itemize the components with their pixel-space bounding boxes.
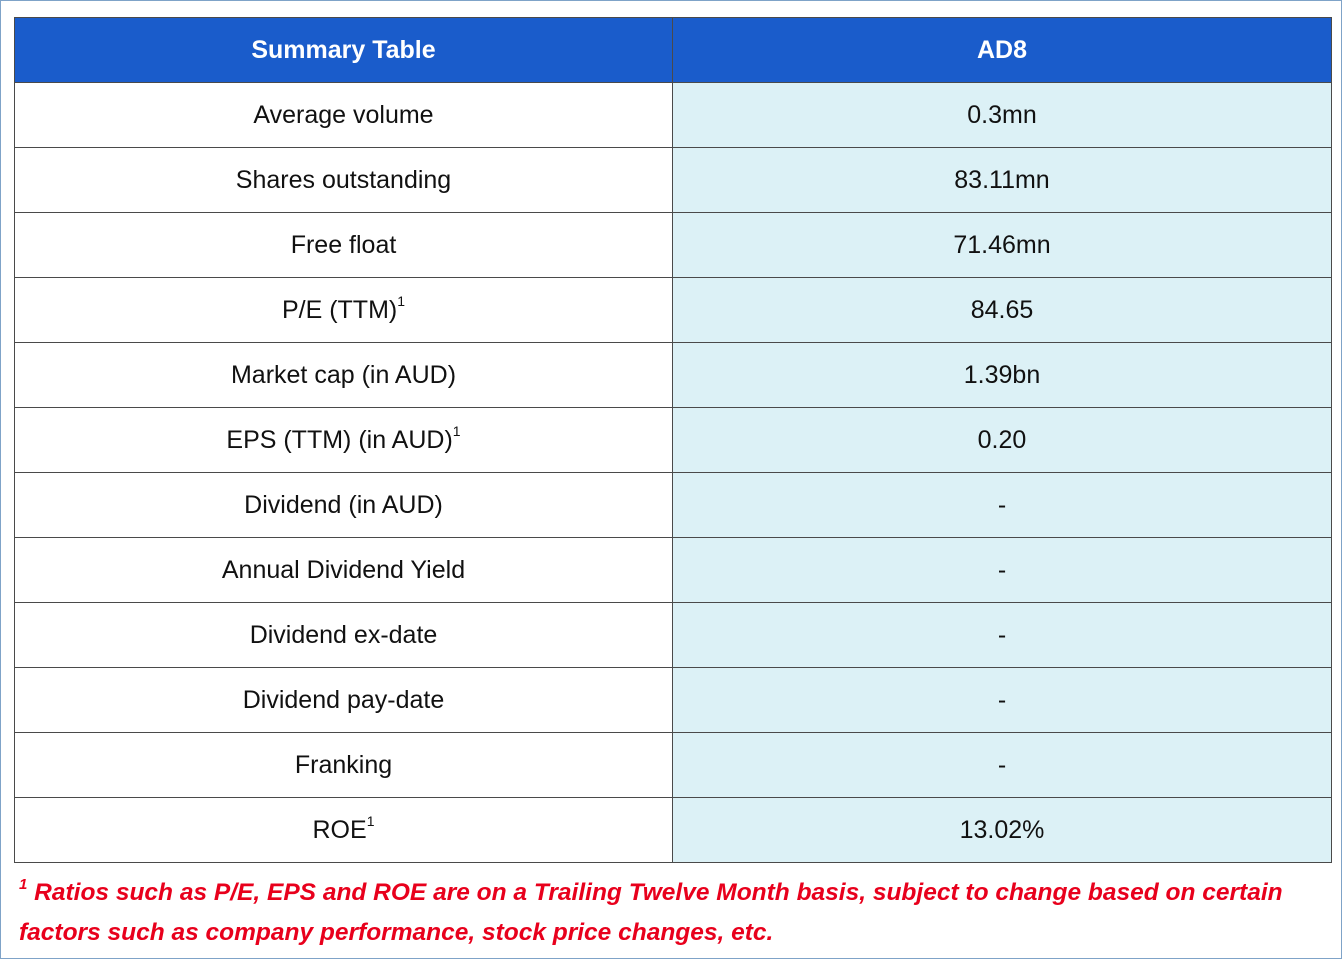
row-label-cell: ROE1 [14, 797, 673, 863]
row-label-cell: Average volume [14, 82, 673, 148]
table-body: Average volume 0.3mn Shares outstanding 83.… [14, 82, 1332, 863]
row-value: - [672, 537, 1332, 603]
row-value: 0.20 [672, 407, 1332, 473]
table-row: Average volume 0.3mn [14, 82, 1332, 148]
footnote-marker: 1 [19, 876, 28, 893]
footnote-ref: 1 [397, 292, 406, 309]
table-row: Dividend (in AUD) - [14, 472, 1332, 538]
row-label-cell: Annual Dividend Yield [14, 537, 673, 603]
footnote-ref: 1 [366, 812, 375, 829]
row-value: 13.02% [672, 797, 1332, 863]
table-row: Shares outstanding 83.11mn [14, 147, 1332, 213]
table-row: Franking - [14, 732, 1332, 798]
row-label: ROE [312, 815, 367, 844]
header-cell: Summary Table [14, 17, 673, 83]
row-label: Annual Dividend Yield [221, 555, 466, 584]
table-row: Dividend pay-date - [14, 667, 1332, 733]
footnote-text: Ratios such as P/E, EPS and ROE are on a… [19, 879, 1283, 946]
row-label-cell: Franking [14, 732, 673, 798]
row-label-cell: Market cap (in AUD) [14, 342, 673, 408]
row-value: 71.46mn [672, 212, 1332, 278]
row-value: 0.3mn [672, 82, 1332, 148]
row-label-cell: Shares outstanding [14, 147, 673, 213]
row-label: P/E (TTM) [281, 295, 398, 324]
row-label-cell: EPS (TTM) (in AUD)1 [14, 407, 673, 473]
row-label: Dividend (in AUD) [244, 490, 443, 519]
table-row: P/E (TTM)1 84.65 [14, 277, 1332, 343]
row-label: Free float [290, 230, 397, 259]
row-label: Shares outstanding [235, 165, 452, 194]
row-label-cell: Free float [14, 212, 673, 278]
row-value: 84.65 [672, 277, 1332, 343]
table-row: EPS (TTM) (in AUD)1 0.20 [14, 407, 1332, 473]
row-label-cell: P/E (TTM)1 [14, 277, 673, 343]
table-row: ROE1 13.02% [14, 797, 1332, 863]
row-value: - [672, 732, 1332, 798]
footnote-ref: 1 [452, 422, 461, 439]
row-value: - [672, 472, 1332, 538]
row-label: Market cap (in AUD) [230, 360, 457, 389]
header-row: Summary Table AD8 [14, 17, 1332, 83]
row-label: Franking [294, 750, 393, 779]
row-label: Average volume [253, 100, 434, 129]
row-label-cell: Dividend pay-date [14, 667, 673, 733]
row-label: EPS (TTM) (in AUD) [226, 425, 453, 454]
row-value: 1.39bn [672, 342, 1332, 408]
row-label-cell: Dividend ex-date [14, 602, 673, 668]
table-row: Annual Dividend Yield - [14, 537, 1332, 603]
table-row: Free float 71.46mn [14, 212, 1332, 278]
header-cell: AD8 [672, 17, 1332, 83]
row-label-cell: Dividend (in AUD) [14, 472, 673, 538]
row-value: - [672, 602, 1332, 668]
summary-table: Summary Table AD8 Average volume 0.3mn Sha… [14, 17, 1332, 863]
row-label: Dividend ex-date [249, 620, 438, 649]
row-label: Dividend pay-date [242, 685, 445, 714]
table-row: Dividend ex-date - [14, 602, 1332, 668]
table-row: Market cap (in AUD) 1.39bn [14, 342, 1332, 408]
row-value: - [672, 667, 1332, 733]
footnote: 1 Ratios such as P/E, EPS and ROE are on… [19, 873, 1329, 953]
row-value: 83.11mn [672, 147, 1332, 213]
